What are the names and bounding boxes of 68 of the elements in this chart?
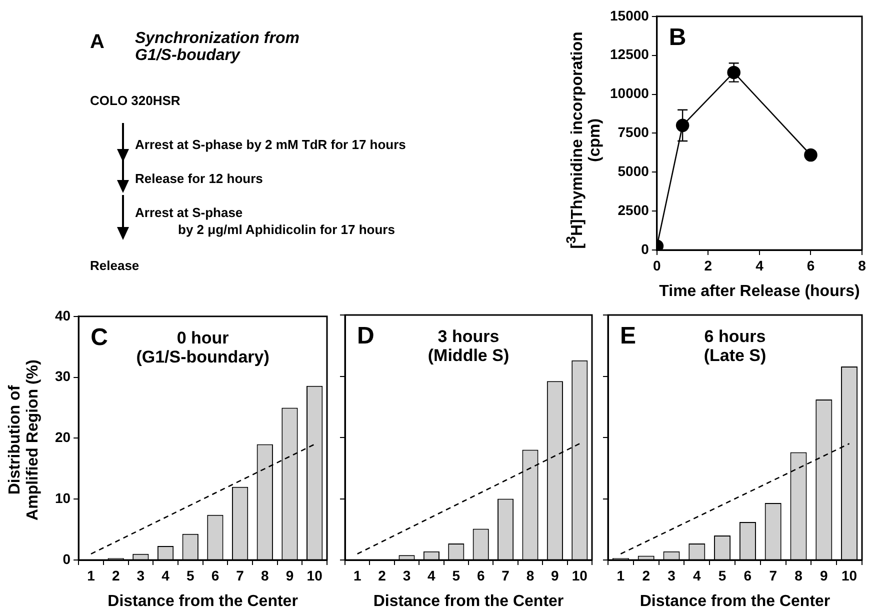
x-tick-label: 6: [806, 257, 815, 274]
x-tick-label: 5: [186, 567, 194, 584]
y-tick-label: 0: [62, 550, 71, 567]
x-tick-label: 8: [260, 567, 269, 584]
x-tick-label: 9: [820, 567, 828, 584]
x-tick-label: 4: [756, 257, 764, 274]
x-tick-label: 1: [616, 567, 625, 584]
annotation: B: [668, 24, 686, 52]
x-tick-label: 7: [769, 567, 778, 584]
x-tick-label: 10: [572, 567, 588, 584]
x-tick-label: 9: [551, 567, 560, 584]
x-tick-label: 10: [306, 567, 323, 584]
text: Arrest at S-phase by 2 mM TdR for 17 hours: [135, 136, 406, 153]
x-axis-title: Distance from the Center: [373, 592, 564, 610]
x-tick-label: 7: [502, 567, 510, 584]
x-tick-label: 1: [87, 567, 96, 584]
x-tick-label: 2: [378, 567, 386, 584]
y-axis-title: Distribution of Amplified Region (%): [6, 360, 42, 520]
x-tick-label: 10: [842, 567, 858, 584]
x-tick-label: 0: [653, 257, 662, 274]
x-tick-label: 6: [744, 567, 752, 584]
y-tick-label: 5000: [618, 162, 650, 179]
annotation: C: [90, 324, 108, 352]
y-tick-label: 10: [54, 490, 71, 506]
annotation: D: [357, 322, 374, 350]
text: Release for 12 hours: [135, 170, 263, 187]
x-tick-label: 7: [236, 567, 244, 584]
y-tick-label: 2500: [618, 202, 650, 218]
x-tick-label: 8: [526, 567, 534, 584]
point: [804, 148, 818, 162]
x-tick-label: 2: [704, 257, 712, 274]
text: 0 hour (G1/S-boundary): [136, 328, 270, 367]
x-tick-label: 8: [794, 567, 803, 584]
y-tick-label: 0: [641, 240, 650, 257]
x-tick-label: 4: [162, 567, 170, 584]
x-axis-title: Distance from the Center: [640, 592, 830, 610]
text: A: [90, 31, 104, 53]
y-tick-label: 7500: [618, 124, 650, 140]
x-tick-label: 5: [718, 567, 726, 584]
text: Synchronization from G1/S-boudary: [135, 30, 300, 64]
x-tick-label: 2: [642, 567, 650, 584]
x-tick-label: 1: [353, 567, 362, 584]
text: COLO 320HSR: [90, 92, 180, 109]
y-tick-label: 20: [54, 429, 71, 446]
text: 6 hours (Late S): [704, 327, 766, 366]
x-tick-label: 5: [452, 567, 460, 584]
point: [676, 118, 690, 132]
y-tick-label: 15000: [610, 7, 650, 24]
text: 3 hours (Middle S): [428, 327, 510, 366]
x-tick-label: 8: [858, 257, 866, 274]
x-tick-label: 6: [476, 567, 485, 584]
x-tick-label: 4: [693, 567, 701, 584]
x-axis-title: Time after Release (hours): [659, 282, 860, 300]
x-tick-label: 3: [668, 567, 676, 584]
x-tick-label: 3: [136, 567, 145, 584]
x-axis-title: Distance from the Center: [108, 592, 298, 610]
y-tick-label: 12500: [610, 46, 650, 62]
x-tick-label: 9: [286, 567, 294, 584]
text: Arrest at S-phase by 2 μg/ml Aphidicolin for 17 hours: [135, 204, 395, 238]
x-tick-label: 6: [211, 567, 220, 584]
text: Release: [90, 257, 140, 274]
x-tick-label: 4: [428, 567, 436, 584]
annotation: E: [620, 322, 636, 350]
y-tick-label: 30: [54, 368, 71, 384]
y-tick-label: 10000: [610, 85, 650, 102]
y-tick-label: 40: [54, 307, 71, 324]
x-tick-label: 2: [112, 567, 120, 584]
x-tick-label: 3: [402, 567, 411, 584]
